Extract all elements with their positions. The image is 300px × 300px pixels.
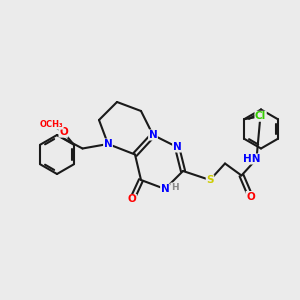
Text: O: O <box>59 127 68 137</box>
Text: Cl: Cl <box>255 111 266 121</box>
Text: H: H <box>171 183 178 192</box>
Text: N: N <box>148 130 158 140</box>
Text: N: N <box>160 184 169 194</box>
Text: O: O <box>246 191 255 202</box>
Text: OCH₃: OCH₃ <box>40 120 63 129</box>
Text: N: N <box>172 142 182 152</box>
Text: O: O <box>128 194 136 205</box>
Text: N: N <box>103 139 112 149</box>
Text: S: S <box>206 175 214 185</box>
Text: HN: HN <box>243 154 261 164</box>
